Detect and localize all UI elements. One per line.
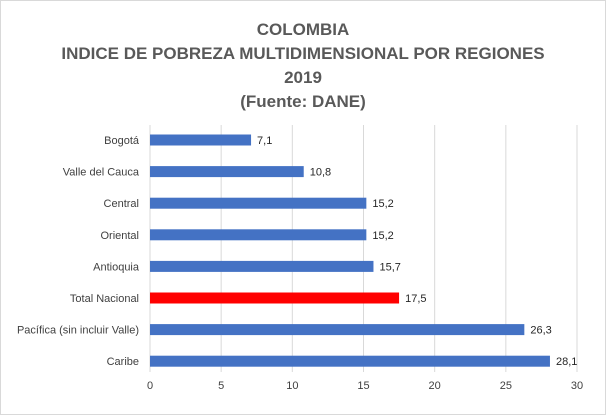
category-label-3: Oriental bbox=[100, 230, 139, 242]
x-tick-label-2: 10 bbox=[286, 380, 298, 392]
data-label-0: 7,1 bbox=[257, 135, 272, 147]
category-label-1: Valle del Cauca bbox=[63, 167, 140, 179]
data-label-7: 28,1 bbox=[556, 356, 577, 368]
category-label-5: Total Nacional bbox=[70, 293, 139, 305]
chart-title-line-2: INDICE DE POBREZA MULTIDIMENSIONAL POR R… bbox=[61, 44, 545, 63]
chart-title: COLOMBIA INDICE DE POBREZA MULTIDIMENSIO… bbox=[0, 18, 606, 114]
chart-title-line-3: 2019 bbox=[284, 68, 322, 87]
x-tick-label-5: 25 bbox=[500, 380, 512, 392]
data-label-5: 17,5 bbox=[405, 293, 426, 305]
data-label-4: 15,7 bbox=[379, 261, 400, 273]
bar-5 bbox=[150, 292, 400, 304]
chart-title-line-4: (Fuente: DANE) bbox=[240, 92, 366, 111]
bar-3 bbox=[150, 229, 367, 241]
category-label-0: Bogotá bbox=[104, 135, 140, 147]
category-label-7: Caribe bbox=[107, 356, 139, 368]
x-tick-label-0: 0 bbox=[147, 380, 153, 392]
category-label-4: Antioquia bbox=[93, 261, 140, 273]
bar-6 bbox=[150, 324, 525, 336]
bar-1 bbox=[150, 166, 304, 178]
bar-0 bbox=[150, 134, 252, 146]
x-tick-label-1: 5 bbox=[218, 380, 224, 392]
bar-2 bbox=[150, 197, 367, 209]
x-tick-label-3: 15 bbox=[357, 380, 369, 392]
bar-7 bbox=[150, 355, 550, 367]
category-label-6: Pacífica (sin incluir Valle) bbox=[17, 325, 139, 337]
data-label-3: 15,2 bbox=[372, 230, 393, 242]
data-label-1: 10,8 bbox=[310, 167, 331, 179]
chart-title-line-1: COLOMBIA bbox=[256, 20, 350, 39]
x-tick-label-4: 20 bbox=[429, 380, 441, 392]
category-label-2: Central bbox=[104, 198, 139, 210]
data-label-6: 26,3 bbox=[530, 325, 551, 337]
bar-4 bbox=[150, 260, 374, 272]
x-tick-label-6: 30 bbox=[571, 380, 583, 392]
data-label-2: 15,2 bbox=[372, 198, 393, 210]
